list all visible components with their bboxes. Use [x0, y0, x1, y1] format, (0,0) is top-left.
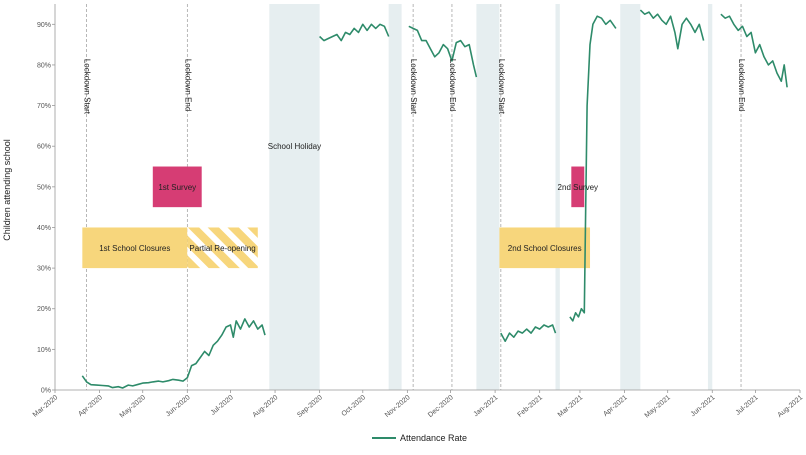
event-label-2: Lockdown Start [409, 59, 418, 115]
series-line-segment-0-4 [569, 15, 617, 322]
event-label-0: Lockdown Start [83, 59, 92, 115]
y-tick-label: 40% [37, 225, 51, 232]
y-tick-label: 30% [37, 266, 51, 273]
holiday-label-0: School Holiday [268, 142, 321, 151]
x-tick-label: Jan-2021 [473, 394, 500, 418]
survey-label-0: 1st Survey [158, 183, 196, 192]
holiday-band-5 [707, 4, 713, 390]
legend-label-attendance-rate: Attendance Rate [400, 433, 467, 443]
series-line-segment-0-0 [81, 318, 266, 389]
x-tick-label: Apr-2021 [602, 394, 629, 418]
y-tick-label: 50% [37, 184, 51, 191]
closure-label-0: 1st School Closures [99, 244, 170, 253]
y-tick-label: 60% [37, 144, 51, 151]
x-tick-label: Mar-2021 [557, 394, 585, 419]
annotation-labels: Lockdown Start Lockdown End Lockdown Start… [83, 59, 746, 253]
survey-box-0 [152, 166, 202, 208]
x-tick-label: May-2021 [644, 394, 672, 419]
series-line-segment-0-6 [720, 13, 788, 88]
x-tick-label: Jun-2021 [690, 394, 717, 418]
event-label-1: Lockdown End [183, 59, 192, 111]
series-line-segment-0-1 [319, 23, 390, 42]
x-tick-label: Nov-2020 [384, 394, 412, 419]
closure-bands [82, 227, 591, 269]
event-label-3: Lockdown End [448, 59, 457, 111]
series-line-segment-0-5 [639, 9, 705, 50]
closure-band-1 [187, 227, 258, 269]
y-axis-title: Children attending school [2, 139, 12, 241]
closure-band-0 [82, 227, 188, 269]
event-lines [86, 4, 742, 390]
y-tick-label: 0% [41, 388, 51, 395]
series-line-segment-0-2 [408, 25, 478, 78]
survey-box-1 [571, 166, 585, 208]
holiday-band-4 [620, 4, 641, 390]
holiday-band-3 [555, 4, 560, 390]
x-tick-label: May-2020 [119, 394, 147, 419]
x-tick-label: Jul-2021 [735, 394, 760, 417]
event-label-4: Lockdown Start [497, 59, 506, 115]
holiday-band-2 [476, 4, 500, 390]
y-tick-label: 90% [37, 22, 51, 29]
x-tick-label: Dec-2020 [427, 394, 455, 419]
y-tick-label: 70% [37, 103, 51, 110]
y-tick-label: 20% [37, 306, 51, 313]
series-line-segment-0-3 [500, 324, 557, 343]
closure-label-2: 2nd School Closures [508, 244, 582, 253]
y-tick-label: 80% [37, 62, 51, 69]
survey-boxes [152, 166, 585, 208]
closure-label-1: Partial Re-opening [189, 244, 255, 253]
survey-label-1: 2nd Survey [558, 183, 598, 192]
legend: Attendance Rate [372, 433, 467, 443]
series-lines [81, 9, 788, 389]
x-tick-label: Mar-2020 [32, 394, 60, 419]
x-tick-label: Aug-2020 [252, 394, 280, 419]
x-tick-label: Oct-2020 [341, 394, 368, 418]
holiday-bands [269, 4, 713, 390]
holiday-band-0 [269, 4, 320, 390]
x-tick-label: Aug-2021 [777, 394, 805, 419]
closure-band-2 [499, 227, 591, 269]
x-tick-label: Jul-2020 [210, 394, 235, 417]
x-tick-label: Feb-2021 [517, 394, 545, 419]
x-tick-label: Apr-2020 [77, 394, 104, 418]
y-tick-label: 10% [37, 347, 51, 354]
x-tick-label: Sep-2020 [296, 394, 324, 419]
event-label-5: Lockdown End [737, 59, 746, 111]
holiday-band-1 [388, 4, 402, 390]
x-tick-label: Jun-2020 [165, 394, 192, 418]
